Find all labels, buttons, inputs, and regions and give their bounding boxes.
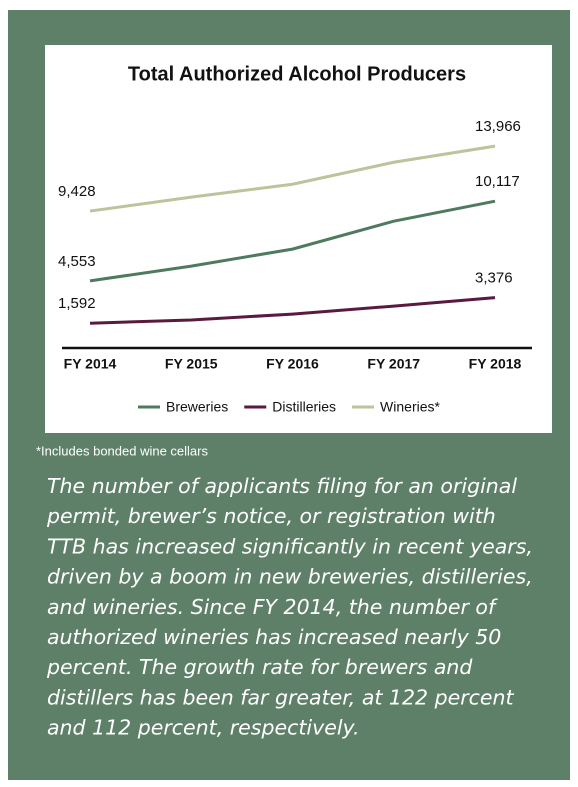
x-tick-label: FY 2018 [469, 356, 522, 372]
line [89, 296, 496, 325]
body-text: TTB has increased significantly in recen… [47, 534, 533, 558]
legend-label: Wineries* [380, 399, 440, 415]
legend-label: Distilleries [272, 399, 336, 415]
body-text: permit, brewer’s notice, or registration… [46, 504, 496, 528]
data-label: 1,592 [58, 295, 96, 312]
x-tick-label: FY 2016 [266, 356, 319, 372]
body-text: percent. The growth rate for brewers and [46, 655, 473, 679]
body-text: The number of applicants filing for an o… [47, 474, 517, 498]
data-label: 4,553 [58, 253, 96, 270]
body-text: driven by a boom in new breweries, disti… [47, 565, 533, 589]
x-tick-label: FY 2017 [367, 356, 420, 372]
x-tick-label: FY 2014 [64, 356, 117, 372]
line [89, 144, 496, 213]
body-text: distillers has been far greater, at 122 … [47, 685, 515, 709]
chart-title: Total Authorized Alcohol Producers [128, 63, 466, 85]
body-text: authorized wineries has increased nearly… [47, 625, 501, 649]
data-label: 13,966 [475, 118, 521, 135]
data-label: 9,428 [58, 183, 96, 200]
data-label: 10,117 [475, 173, 520, 190]
body-text: and 112 percent, respectively. [47, 716, 360, 740]
line [89, 199, 496, 283]
data-label: 3,376 [475, 270, 513, 287]
x-tick-label: FY 2015 [165, 356, 218, 372]
legend-label: Breweries [166, 399, 228, 415]
chart-box [45, 45, 552, 433]
body-text: and wineries. Since FY 2014, the number … [47, 595, 498, 619]
footnote: *Includes bonded wine cellars [36, 443, 208, 458]
